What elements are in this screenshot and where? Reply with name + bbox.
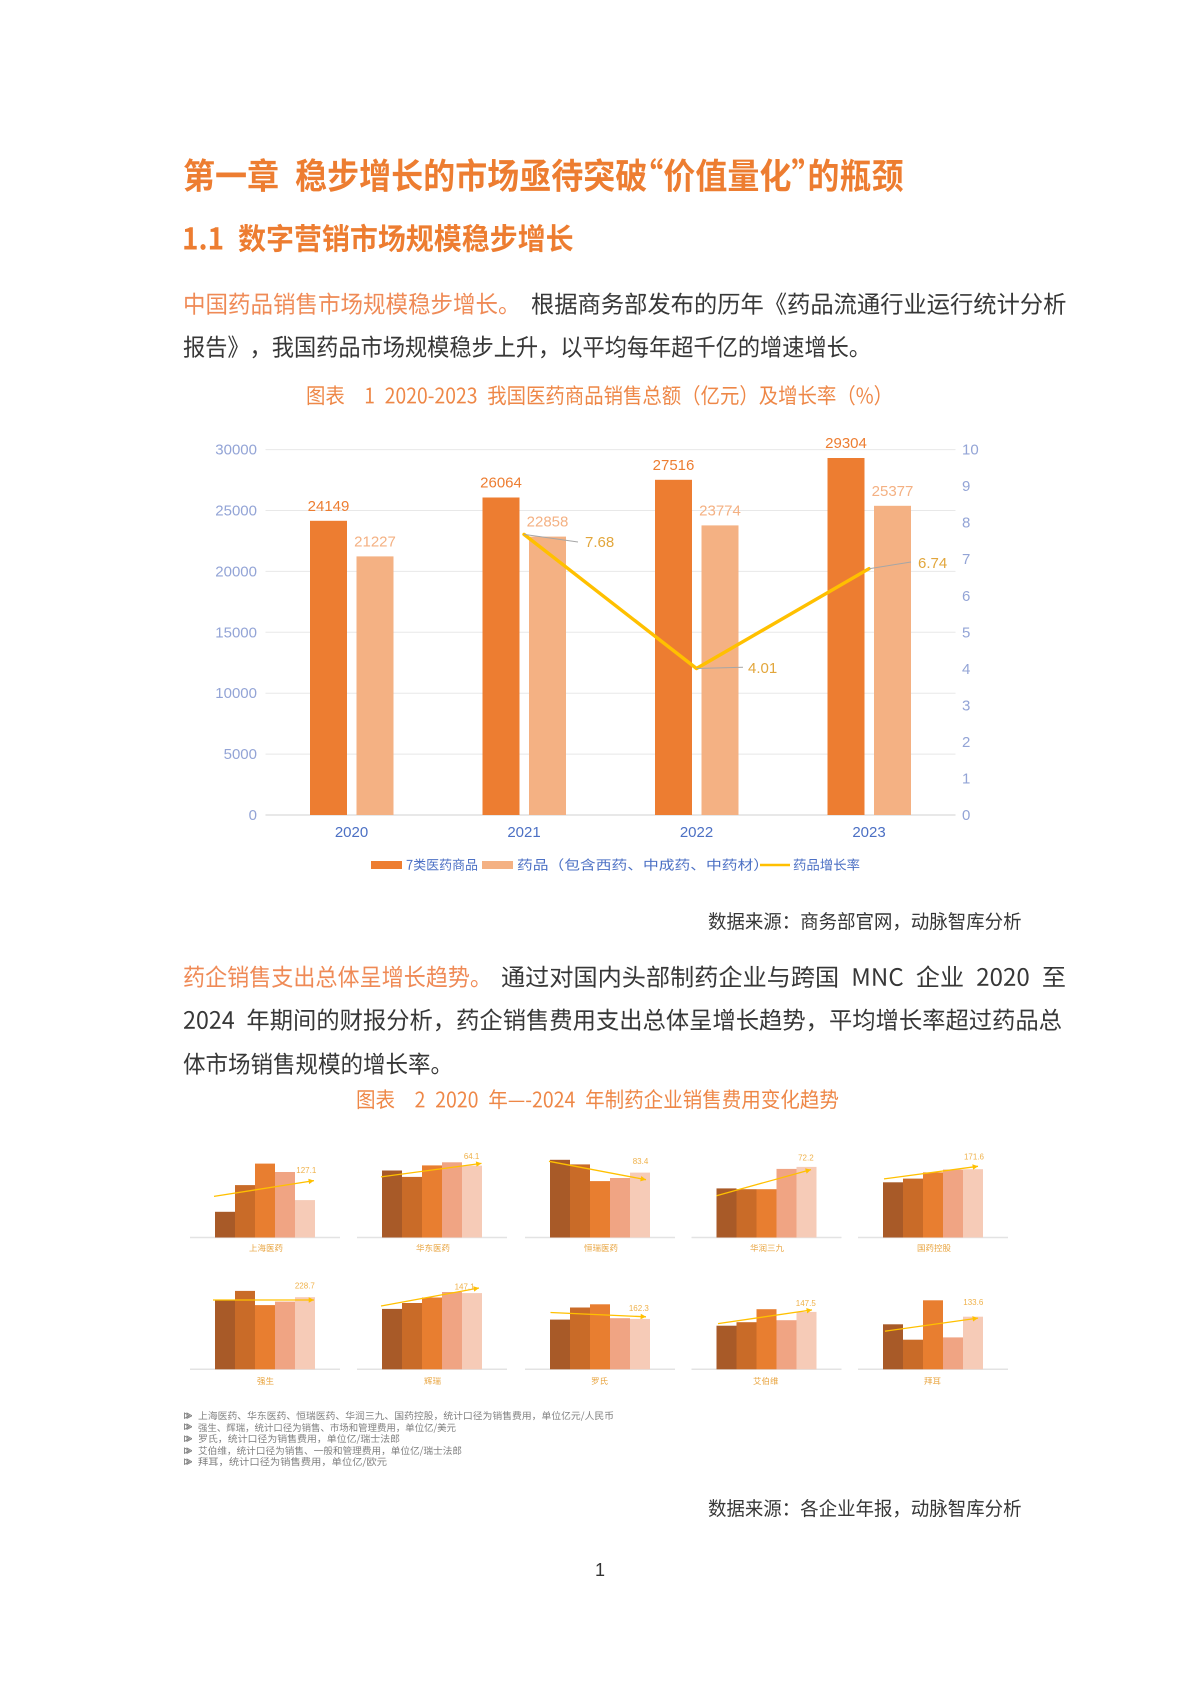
svg-text:0: 0 (962, 807, 970, 824)
svg-text:133.6: 133.6 (963, 1298, 984, 1307)
svg-text:5: 5 (962, 624, 970, 641)
svg-text:147.1: 147.1 (455, 1283, 476, 1292)
svg-text:10000: 10000 (215, 685, 257, 702)
svg-text:2023: 2023 (852, 824, 885, 841)
svg-text:10: 10 (962, 442, 979, 459)
svg-text:72.2: 72.2 (798, 1153, 814, 1162)
svg-text:7: 7 (962, 551, 970, 568)
svg-text:25377: 25377 (872, 483, 914, 500)
svg-text:24149: 24149 (308, 498, 350, 515)
svg-text:20000: 20000 (215, 563, 257, 580)
svg-text:25000: 25000 (215, 503, 257, 520)
svg-text:3: 3 (962, 697, 970, 714)
svg-text:23774: 23774 (699, 502, 741, 519)
svg-text:0: 0 (249, 807, 257, 824)
svg-text:2020: 2020 (335, 824, 368, 841)
svg-text:171.6: 171.6 (964, 1152, 985, 1161)
svg-text:27516: 27516 (653, 457, 695, 474)
svg-text:127.1: 127.1 (296, 1166, 317, 1175)
svg-text:15000: 15000 (215, 624, 257, 641)
svg-text:1: 1 (962, 771, 970, 788)
svg-text:30000: 30000 (215, 442, 257, 459)
svg-text:5000: 5000 (224, 746, 257, 763)
svg-text:147.5: 147.5 (796, 1299, 817, 1308)
svg-text:6.74: 6.74 (918, 555, 947, 572)
svg-text:8: 8 (962, 515, 970, 532)
svg-text:2021: 2021 (507, 824, 540, 841)
svg-text:22858: 22858 (527, 514, 569, 531)
svg-text:9: 9 (962, 478, 970, 495)
svg-text:2022: 2022 (680, 824, 713, 841)
svg-text:162.3: 162.3 (629, 1304, 650, 1313)
svg-text:64.1: 64.1 (464, 1152, 480, 1161)
svg-text:6: 6 (962, 588, 970, 605)
svg-text:21227: 21227 (354, 533, 396, 550)
svg-text:83.4: 83.4 (633, 1157, 649, 1166)
svg-text:4.01: 4.01 (748, 660, 777, 677)
svg-text:26064: 26064 (480, 475, 522, 492)
svg-text:228.7: 228.7 (295, 1281, 316, 1290)
svg-text:29304: 29304 (825, 435, 867, 452)
svg-text:2: 2 (962, 734, 970, 751)
svg-text:7.68: 7.68 (585, 534, 614, 551)
svg-text:4: 4 (962, 661, 970, 678)
